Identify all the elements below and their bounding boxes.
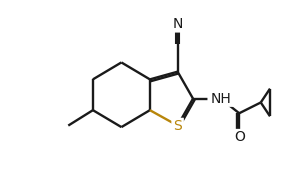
Text: NH: NH — [208, 91, 234, 106]
Text: S: S — [173, 119, 182, 133]
Text: N: N — [172, 17, 183, 31]
Text: NH: NH — [211, 92, 231, 106]
Text: O: O — [234, 130, 245, 144]
Text: O: O — [233, 130, 246, 145]
Text: N: N — [171, 17, 184, 32]
Text: S: S — [172, 119, 183, 133]
